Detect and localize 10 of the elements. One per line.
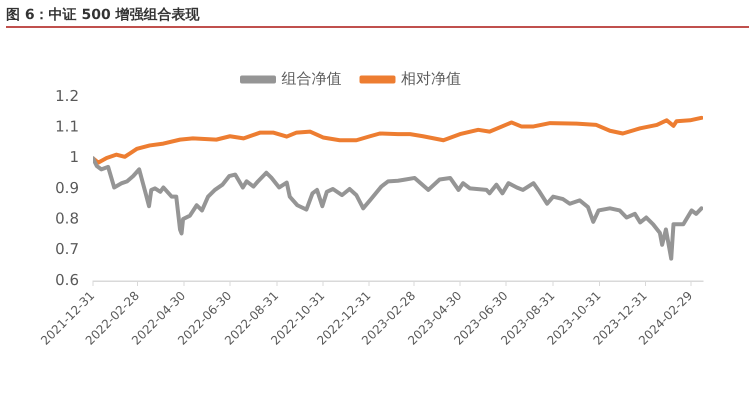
legend-label: 相对净值 (401, 69, 461, 88)
chart-title: 图 6：中证 500 增强组合表现 (6, 4, 749, 28)
y-tick-label: 0.7 (55, 240, 79, 258)
y-tick-label: 0.8 (55, 210, 79, 228)
y-tick-label: 1.1 (55, 118, 79, 136)
y-tick-label: 0.6 (55, 270, 79, 289)
y-tick-label: 1 (69, 148, 79, 166)
y-tick-label: 1.2 (55, 86, 79, 105)
y-tick-label: 0.9 (55, 178, 79, 197)
legend-label: 组合净值 (282, 69, 342, 88)
